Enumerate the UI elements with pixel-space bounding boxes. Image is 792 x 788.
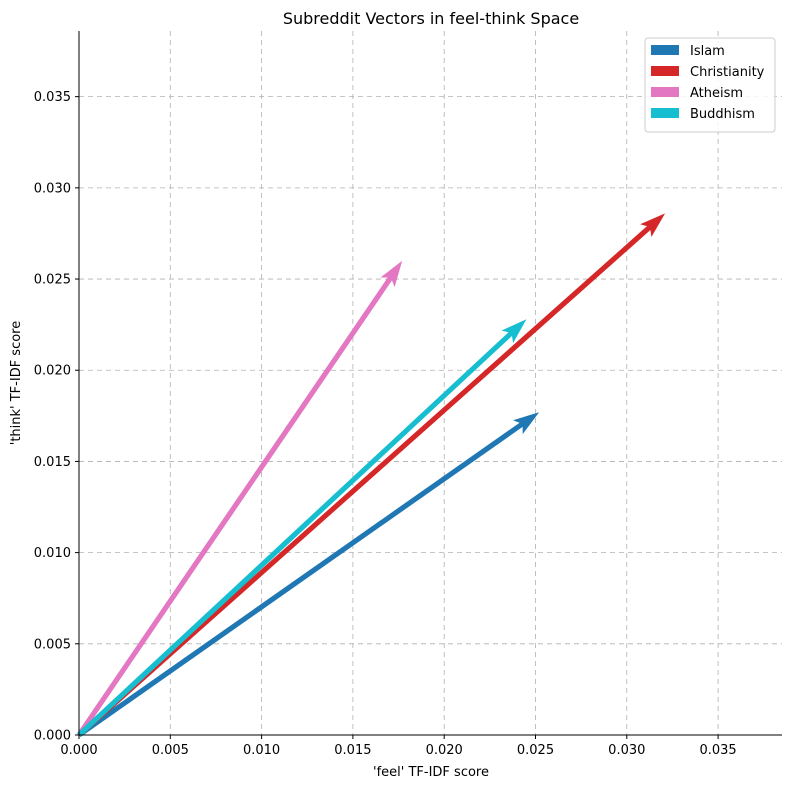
x-axis-label: 'feel' TF-IDF score xyxy=(373,765,489,780)
chart-title: Subreddit Vectors in feel-think Space xyxy=(283,9,579,28)
legend-label-christianity: Christianity xyxy=(690,65,765,80)
y-ticks: 0.000 0.005 0.010 0.015 0.020 0.025 0.030 0.035 xyxy=(34,90,79,744)
x-tick-label: 0.015 xyxy=(334,743,371,758)
y-tick-label: 0.015 xyxy=(34,455,71,470)
y-tick-label: 0.000 xyxy=(34,729,71,744)
legend-label-atheism: Atheism xyxy=(690,86,743,101)
x-tick-label: 0.005 xyxy=(152,743,189,758)
x-tick-label: 0.030 xyxy=(608,743,645,758)
grid xyxy=(79,31,782,735)
arrows xyxy=(76,213,666,738)
y-axis-label: 'think' TF-IDF score xyxy=(9,321,24,446)
legend-swatch-atheism xyxy=(651,87,679,97)
y-tick-label: 0.035 xyxy=(34,90,71,105)
legend-swatch-buddhism xyxy=(651,108,679,118)
legend: Islam Christianity Atheism Buddhism xyxy=(644,37,776,133)
x-tick-label: 0.025 xyxy=(517,743,554,758)
atheism-arrow xyxy=(76,260,403,737)
legend-swatch-islam xyxy=(651,45,679,55)
axes xyxy=(78,31,782,736)
x-ticks: 0.000 0.005 0.010 0.015 0.020 0.025 0.030 0.035 xyxy=(60,735,737,758)
y-tick-label: 0.020 xyxy=(34,364,71,379)
y-tick-label: 0.010 xyxy=(34,546,71,561)
x-tick-label: 0.020 xyxy=(426,743,463,758)
legend-swatch-christianity xyxy=(651,66,679,76)
x-tick-label: 0.000 xyxy=(60,743,97,758)
y-tick-label: 0.025 xyxy=(34,273,71,288)
christianity-arrow xyxy=(77,213,666,737)
legend-label-buddhism: Buddhism xyxy=(690,107,755,122)
buddhism-arrow xyxy=(77,319,527,737)
x-tick-label: 0.010 xyxy=(243,743,280,758)
islam-arrow xyxy=(77,412,540,738)
y-tick-label: 0.030 xyxy=(34,181,71,196)
legend-label-islam: Islam xyxy=(690,44,725,59)
x-tick-label: 0.035 xyxy=(699,743,736,758)
y-tick-label: 0.005 xyxy=(34,637,71,652)
